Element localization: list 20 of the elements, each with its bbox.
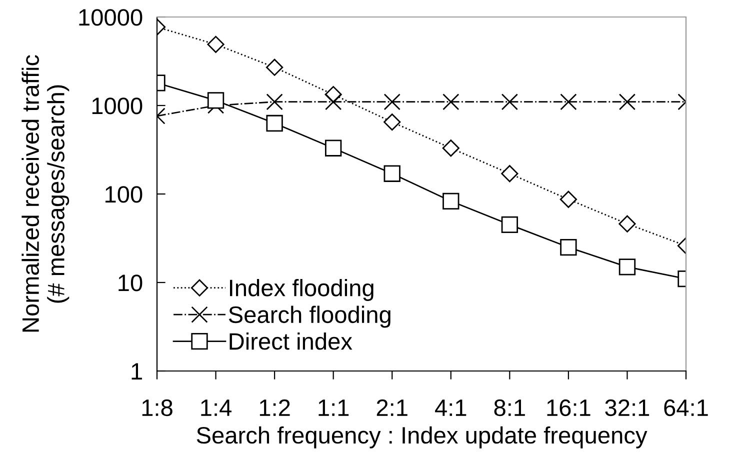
legend-label: Direct index bbox=[230, 332, 352, 350]
x-tick-label: 4:1 bbox=[435, 400, 466, 416]
x-tick-label: 16:1 bbox=[547, 399, 590, 416]
y-tick-label: 1000 bbox=[92, 98, 142, 114]
y-tick-label: 10000 bbox=[79, 9, 142, 26]
legend-label: Search flooding bbox=[228, 306, 390, 328]
x-tick-label: 1:4 bbox=[201, 400, 232, 416]
x-tick-label: 1:1 bbox=[318, 400, 349, 416]
x-axis-title: Search frequency : Index update frequency bbox=[196, 426, 648, 448]
y-tick-label: 1 bbox=[132, 363, 142, 380]
y-tick-label: 10 bbox=[118, 274, 142, 292]
x-tick-label: 1:8 bbox=[142, 399, 172, 416]
x-tick-label: 2:1 bbox=[376, 399, 408, 416]
x-tick-label: 64:1 bbox=[664, 399, 708, 416]
x-tick-label: 32:1 bbox=[605, 399, 650, 416]
legend-label: Index flooding bbox=[230, 279, 374, 302]
x-tick-label: 8:1 bbox=[494, 399, 525, 416]
x-tick-label: 1:2 bbox=[260, 399, 290, 416]
y-axis-title: Normalized received traffic (# messages/search) bbox=[22, 55, 70, 332]
y-tick-label: 100 bbox=[106, 186, 142, 203]
